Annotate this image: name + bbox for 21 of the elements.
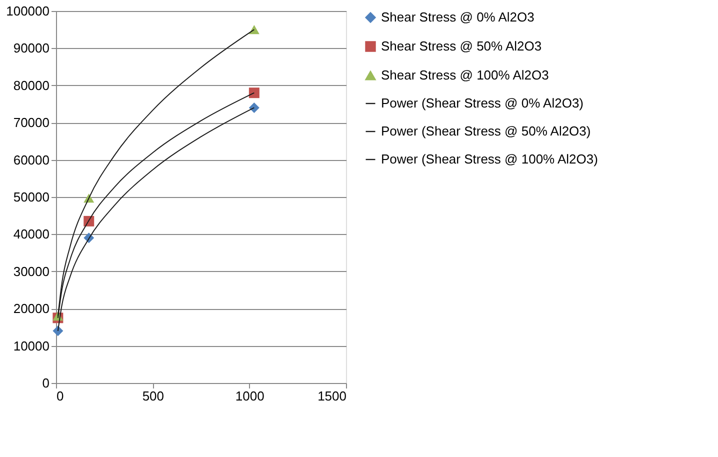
y-tick-label: 80000 <box>13 78 50 93</box>
x-tick-label: 500 <box>142 388 164 404</box>
y-tick-label: 0 <box>42 376 50 390</box>
y-tick-label: 10000 <box>13 338 50 354</box>
x-tick-label: 1000 <box>235 388 264 404</box>
y-tick-label: 50000 <box>13 190 50 204</box>
x-tick-label: 1500 <box>318 388 346 404</box>
legend-label: Shear Stress @ 50% Al2O3 <box>381 38 542 54</box>
legend-label: Power (Shear Stress @ 50% Al2O3) <box>381 124 591 138</box>
y-tick-label: 40000 <box>13 226 50 242</box>
y-tick-label: 100000 <box>6 4 50 18</box>
legend-label: Shear Stress @ 0% Al2O3 <box>381 10 534 24</box>
y-tick-label: 60000 <box>13 152 50 168</box>
y-tick-label: 70000 <box>13 115 50 130</box>
y-tick-label: 20000 <box>13 301 50 316</box>
legend-label: Power (Shear Stress @ 0% Al2O3) <box>381 96 584 110</box>
x-tick-label: 0 <box>56 388 64 404</box>
y-tick-label: 90000 <box>13 40 50 56</box>
legend-label: Shear Stress @ 100% Al2O3 <box>381 68 549 82</box>
y-tick-label: 30000 <box>13 264 50 279</box>
legend-label: Power (Shear Stress @ 100% Al2O3) <box>381 152 598 166</box>
